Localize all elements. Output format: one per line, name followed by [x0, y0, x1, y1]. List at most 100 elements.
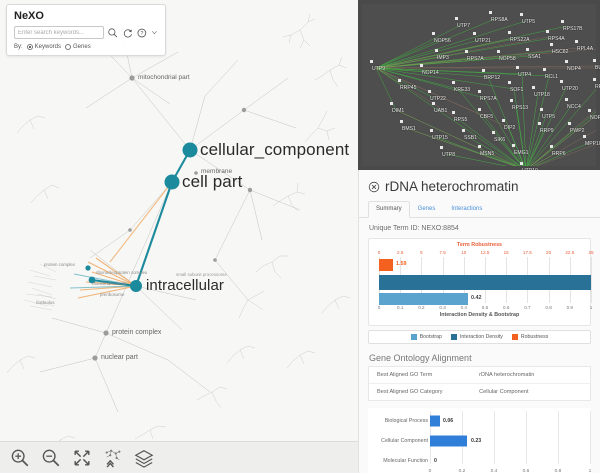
- gene-node-dot[interactable]: [588, 109, 591, 112]
- cluster-label[interactable]: protein complex: [44, 262, 75, 267]
- gene-node-dot[interactable]: [482, 69, 485, 72]
- gene-node-dot[interactable]: [497, 50, 500, 53]
- cluster-label[interactable]: ribonucleoprotein complex: [96, 270, 148, 275]
- gene-node-label[interactable]: SSA1: [528, 54, 542, 60]
- tree-node-protein-complex[interactable]: protein complex: [112, 329, 162, 336]
- gene-node-label[interactable]: NOP1: [590, 115, 600, 121]
- gene-node-label[interactable]: NOP14: [422, 70, 439, 76]
- gene-node-label[interactable]: SIK6: [494, 137, 506, 143]
- zoom-out-icon[interactable]: [41, 448, 61, 468]
- gene-node-label[interactable]: UTP9: [372, 66, 386, 72]
- gene-node-dot[interactable]: [508, 31, 511, 34]
- gene-node-label[interactable]: UTP18: [534, 92, 550, 98]
- gene-node-label[interactable]: RPS5: [454, 117, 468, 123]
- gene-node-dot[interactable]: [502, 119, 505, 122]
- gene-node-dot[interactable]: [390, 102, 393, 105]
- gene-node-label[interactable]: RRP45: [400, 85, 417, 91]
- bar-bootstrap[interactable]: [379, 293, 468, 305]
- gene-node-dot[interactable]: [452, 111, 455, 114]
- collapse-icon[interactable]: [103, 448, 123, 468]
- gene-node-dot[interactable]: [455, 17, 458, 20]
- gene-node-dot[interactable]: [432, 32, 435, 35]
- gene-node-dot[interactable]: [593, 78, 596, 81]
- gene-node-label[interactable]: NOP56: [434, 38, 451, 44]
- gene-node-dot[interactable]: [400, 120, 403, 123]
- gene-node-label[interactable]: RPS22A: [510, 37, 530, 43]
- gene-node-label[interactable]: UTP10: [522, 168, 538, 170]
- gene-node-dot[interactable]: [430, 129, 433, 132]
- gene-node-label[interactable]: DIM1: [392, 108, 405, 114]
- bar-robustness[interactable]: [379, 259, 393, 271]
- tree-node-membrane[interactable]: membrane: [201, 168, 233, 175]
- ontology-tree-canvas[interactable]: cellular_component cell part intracellul…: [0, 0, 358, 473]
- gene-node-label[interactable]: BRP12: [484, 75, 501, 81]
- help-icon[interactable]: ?: [136, 27, 148, 39]
- radio-genes[interactable]: Genes: [65, 44, 91, 50]
- close-circle-icon[interactable]: [368, 181, 380, 193]
- gene-node-label[interactable]: NOP58: [499, 56, 516, 62]
- gene-node-label[interactable]: RPS4A: [548, 36, 565, 42]
- gene-node-dot[interactable]: [550, 145, 553, 148]
- gene-node-label[interactable]: NCC4: [567, 104, 581, 110]
- cluster-label[interactable]: preribosome: [100, 292, 125, 297]
- gene-node-label[interactable]: CBF5: [480, 114, 494, 120]
- gene-node-dot[interactable]: [561, 20, 564, 23]
- refresh-icon[interactable]: [122, 27, 134, 39]
- legend-item-robustness[interactable]: Robustness: [511, 334, 548, 340]
- go-bar-biological-process[interactable]: [430, 415, 440, 427]
- gene-node-dot[interactable]: [489, 11, 492, 14]
- gene-node-label[interactable]: UTP15: [432, 135, 448, 141]
- gene-node-dot[interactable]: [575, 40, 578, 43]
- gene-node-label[interactable]: UTP21: [475, 38, 491, 44]
- search-icon[interactable]: [107, 27, 119, 39]
- tree-node-cellular-component[interactable]: cellular_component: [200, 140, 350, 159]
- gene-node-dot[interactable]: [435, 49, 438, 52]
- gene-node-dot[interactable]: [568, 122, 571, 125]
- search-input[interactable]: [14, 26, 105, 39]
- gene-node-dot[interactable]: [520, 13, 523, 16]
- gene-node-dot[interactable]: [560, 80, 563, 83]
- gene-node-label[interactable]: KRE33: [454, 87, 471, 93]
- gene-node-dot[interactable]: [593, 59, 596, 62]
- tree-node-cell-part[interactable]: cell part: [182, 172, 243, 191]
- zoom-in-icon[interactable]: [10, 448, 30, 468]
- gene-node-label[interactable]: UAB1: [434, 108, 448, 114]
- gene-node-label[interactable]: UTP20: [562, 86, 578, 92]
- gene-node-label[interactable]: BUD21: [595, 65, 600, 71]
- gene-node-dot[interactable]: [370, 60, 373, 63]
- gene-node-label[interactable]: SSB1: [464, 135, 478, 141]
- gene-node-dot[interactable]: [526, 48, 529, 51]
- gene-node-dot[interactable]: [508, 81, 511, 84]
- bar-interaction-density[interactable]: [379, 275, 591, 290]
- gene-node-label[interactable]: RPS8A: [491, 17, 508, 23]
- gene-node-dot[interactable]: [465, 50, 468, 53]
- gene-node-label[interactable]: PWP2: [570, 128, 585, 134]
- gene-node-dot[interactable]: [583, 135, 586, 138]
- gene-node-dot[interactable]: [565, 98, 568, 101]
- gene-node-label[interactable]: UTP7: [457, 23, 471, 29]
- gene-node-dot[interactable]: [478, 90, 481, 93]
- gene-node-dot[interactable]: [432, 102, 435, 105]
- gene-node-dot[interactable]: [398, 79, 401, 82]
- gene-node-label[interactable]: RPL4A: [577, 46, 594, 52]
- gene-node-label[interactable]: UTP8: [442, 152, 456, 158]
- gene-node-label[interactable]: BMS1: [402, 126, 416, 132]
- legend-item-interaction-density[interactable]: Interaction Density: [450, 334, 503, 340]
- gene-node-dot[interactable]: [473, 32, 476, 35]
- fit-screen-icon[interactable]: [72, 448, 92, 468]
- gene-node-label[interactable]: UTP4: [518, 72, 532, 78]
- tab-summary[interactable]: Summary: [368, 201, 410, 218]
- gene-node-label[interactable]: MPP10: [585, 141, 600, 147]
- radio-keywords[interactable]: Keywords: [26, 44, 61, 50]
- gene-node-label[interactable]: NOP4: [567, 66, 581, 72]
- gene-node-dot[interactable]: [420, 64, 423, 67]
- gene-node-label[interactable]: IMP3: [437, 55, 449, 61]
- gene-node-label[interactable]: EMG1: [514, 150, 529, 156]
- gene-node-label[interactable]: HSC82: [552, 49, 569, 55]
- gene-node-label[interactable]: DIP2: [504, 125, 516, 131]
- gene-node-dot[interactable]: [440, 146, 443, 149]
- gene-node-label[interactable]: RRP9: [540, 128, 554, 134]
- legend-item-bootstrap[interactable]: Bootstrap: [410, 334, 442, 340]
- gene-node-dot[interactable]: [478, 108, 481, 111]
- gene-node-label[interactable]: UTP5: [522, 19, 536, 25]
